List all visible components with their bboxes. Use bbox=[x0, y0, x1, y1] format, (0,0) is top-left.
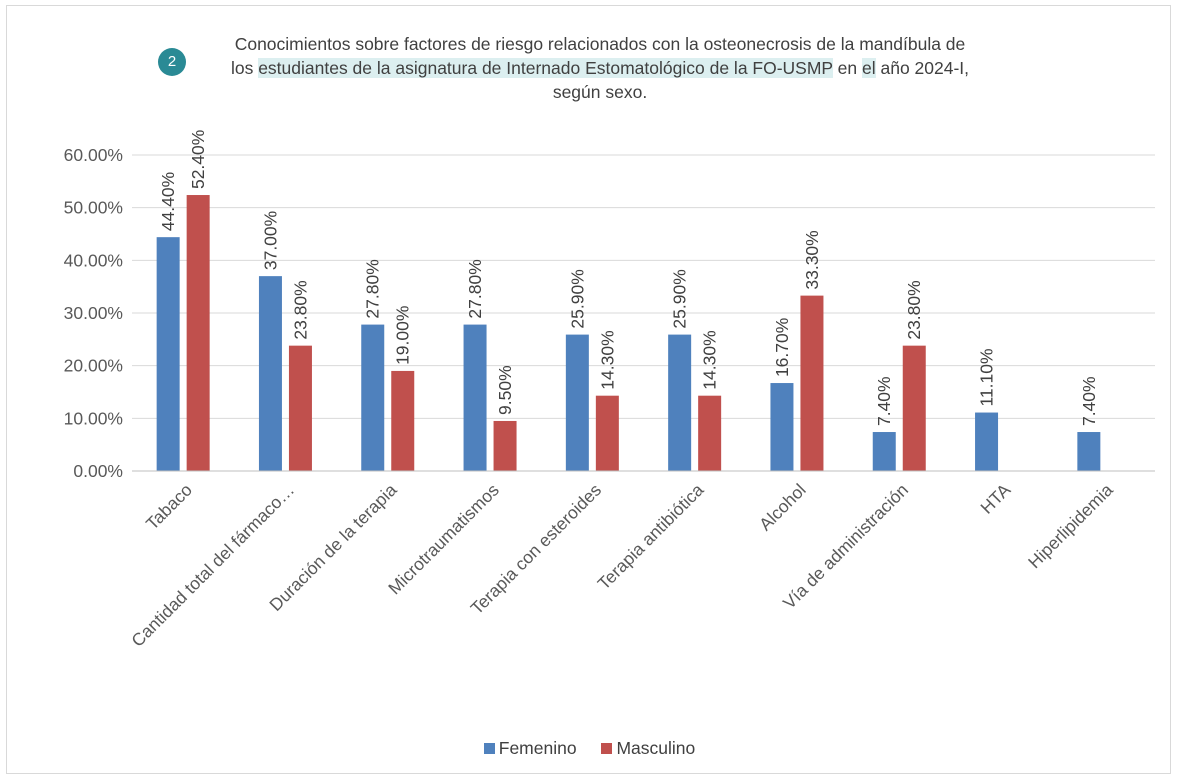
x-tick-label: HTA bbox=[976, 479, 1014, 517]
x-tick-label: Terapia antibiótica bbox=[594, 479, 708, 593]
title-line-1: Conocimientos sobre factores de riesgo r… bbox=[234, 34, 966, 54]
data-label: 7.40% bbox=[1079, 376, 1099, 426]
x-tick-label: Microtraumatismos bbox=[384, 480, 503, 599]
data-label: 23.80% bbox=[904, 280, 924, 339]
bar bbox=[565, 334, 589, 471]
data-label: 52.40% bbox=[188, 130, 208, 189]
legend-item-masculino: Masculino bbox=[601, 738, 695, 759]
y-tick-label: 40.00% bbox=[64, 250, 123, 270]
legend: Femenino Masculino bbox=[0, 738, 1179, 759]
data-label: 25.90% bbox=[567, 269, 587, 328]
bar bbox=[668, 334, 692, 471]
data-label: 27.80% bbox=[465, 259, 485, 318]
bar bbox=[156, 237, 180, 471]
chart-title: Conocimientos sobre factores de riesgo r… bbox=[100, 32, 1100, 104]
bar bbox=[872, 432, 896, 471]
title-line-2-pre: los bbox=[230, 58, 259, 78]
data-label: 14.30% bbox=[700, 330, 720, 389]
bar bbox=[800, 295, 824, 471]
x-tick-label: Cantidad total del fármaco… bbox=[127, 480, 298, 651]
title-line-2-post: año 2024-I, bbox=[875, 58, 970, 78]
data-label: 7.40% bbox=[874, 376, 894, 426]
data-label: 19.00% bbox=[393, 306, 413, 365]
data-label: 9.50% bbox=[495, 365, 515, 415]
bar bbox=[361, 324, 385, 471]
y-tick-label: 10.00% bbox=[64, 408, 123, 428]
bar bbox=[391, 370, 415, 471]
bar bbox=[595, 395, 619, 471]
bar bbox=[975, 412, 999, 471]
data-label: 27.80% bbox=[363, 259, 383, 318]
data-label: 23.80% bbox=[290, 280, 310, 339]
bar bbox=[493, 420, 517, 471]
bar bbox=[258, 276, 282, 471]
bar bbox=[698, 395, 722, 471]
y-tick-label: 50.00% bbox=[64, 198, 123, 218]
legend-item-femenino: Femenino bbox=[483, 738, 577, 759]
data-label: 25.90% bbox=[670, 269, 690, 328]
bar bbox=[186, 195, 210, 471]
y-tick-label: 30.00% bbox=[64, 303, 123, 323]
data-label: 14.30% bbox=[597, 330, 617, 389]
y-tick-label: 20.00% bbox=[64, 356, 123, 376]
title-line-2-mid: en bbox=[832, 58, 862, 78]
x-tick-label: Tabaco bbox=[142, 480, 196, 534]
data-label: 16.70% bbox=[772, 318, 792, 377]
legend-label-femenino: Femenino bbox=[498, 738, 577, 758]
title-highlight-1: estudiantes de la asignatura de Internad… bbox=[258, 58, 833, 78]
data-label: 33.30% bbox=[802, 230, 822, 289]
legend-swatch-masculino bbox=[601, 743, 613, 754]
legend-label-masculino: Masculino bbox=[616, 738, 696, 758]
bar bbox=[463, 324, 487, 471]
x-tick-label: Alcohol bbox=[755, 480, 810, 535]
comment-badge[interactable]: 2 bbox=[158, 48, 186, 76]
data-label: 11.10% bbox=[977, 348, 997, 406]
bar bbox=[1077, 432, 1101, 471]
title-highlight-2: el bbox=[862, 58, 876, 78]
data-label: 44.40% bbox=[158, 172, 178, 231]
x-tick-label: Hiperlipidemia bbox=[1024, 480, 1117, 573]
data-label: 37.00% bbox=[260, 211, 280, 270]
bar bbox=[288, 345, 312, 471]
bar bbox=[770, 383, 794, 471]
title-line-2: los estudiantes de la asignatura de Inte… bbox=[100, 56, 1100, 80]
y-tick-label: 60.00% bbox=[64, 145, 123, 165]
legend-swatch-femenino bbox=[483, 743, 495, 754]
title-line-3: según sexo. bbox=[552, 82, 648, 102]
y-tick-label: 0.00% bbox=[73, 461, 123, 481]
bar bbox=[902, 345, 926, 471]
